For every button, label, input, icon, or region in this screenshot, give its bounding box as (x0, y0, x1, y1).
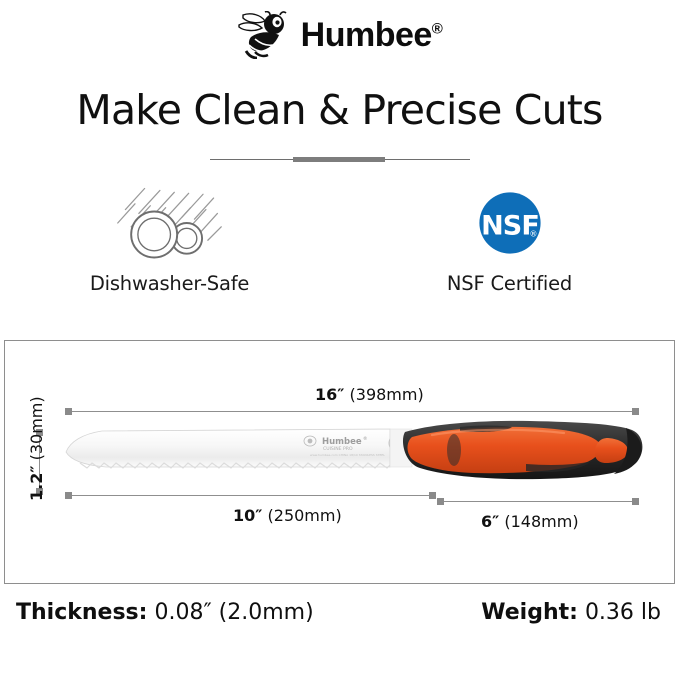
dishwasher-safe-icon-box (112, 182, 227, 268)
dim-label-overall-length: 16″ (398mm) (315, 385, 424, 404)
dim-line-overall (72, 411, 632, 412)
dishwasher-safe-icon (112, 184, 227, 267)
dim-endcap-handle-right (632, 498, 639, 505)
svg-text:®: ® (529, 228, 537, 238)
dim-label-blade-length: 10″ (250mm) (233, 506, 342, 525)
brand-header: Humbee® (0, 6, 679, 64)
bee-icon (237, 10, 295, 60)
dim-line-blade (72, 495, 429, 496)
dim-value-height: 1.2″ (27, 465, 46, 502)
svg-text:Humbee: Humbee (322, 437, 362, 447)
dim-value-handle: 6″ (481, 512, 500, 531)
dim-metric-blade: (250mm) (267, 506, 342, 525)
headline: Make Clean & Precise Cuts (76, 86, 603, 134)
feature-list: Dishwasher-Safe NSF ® NSF Certified (0, 182, 679, 312)
dim-metric-handle: (148mm) (504, 512, 579, 531)
feature-nsf-certified: NSF ® NSF Certified (425, 182, 595, 312)
knife-diagram: Humbee ® CUISINE PRO www.humbee.com CHIN… (5, 341, 674, 583)
dim-endcap-height-bottom (36, 488, 43, 495)
dim-endcap-handle-left (437, 498, 444, 505)
svg-text:CUISINE PRO: CUISINE PRO (323, 446, 353, 452)
spec-thickness: Thickness: 0.08″ (2.0mm) (16, 600, 314, 625)
svg-text:www.humbee.com CHINA 18/10 S: www.humbee.com CHINA 18/10 STAINLESS STE… (310, 453, 385, 457)
dim-endcap-overall-right (632, 408, 639, 415)
spec-weight-label: Weight: (481, 600, 578, 625)
divider-accent-bar (292, 157, 385, 162)
brand-registered-mark: ® (431, 20, 443, 38)
title-divider (209, 156, 470, 163)
spec-thickness-value: 0.08″ (2.0mm) (154, 600, 314, 625)
knife-illustration: Humbee ® CUISINE PRO www.humbee.com CHIN… (65, 420, 643, 480)
dimension-diagram-panel: Humbee ® CUISINE PRO www.humbee.com CHIN… (4, 340, 675, 584)
dim-endcap-height-top (36, 429, 43, 436)
nsf-certified-icon-box: NSF ® (474, 182, 546, 268)
brand-name-text: Humbee (300, 16, 433, 54)
dim-metric-overall: (398mm) (349, 385, 424, 404)
dim-label-handle-length: 6″ (148mm) (481, 512, 579, 531)
dim-line-handle (444, 501, 632, 502)
dim-value-blade: 10″ (233, 506, 263, 525)
spec-row: Thickness: 0.08″ (2.0mm) Weight: 0.36 lb (0, 600, 679, 648)
feature-dishwasher-safe: Dishwasher-Safe (85, 182, 255, 312)
spec-weight-value: 0.36 lb (584, 600, 661, 625)
spec-thickness-label: Thickness: (16, 600, 148, 625)
dim-endcap-blade-right (429, 492, 436, 499)
dim-metric-height: (30mm) (27, 396, 46, 461)
feature-label-nsf-certified: NSF Certified (446, 272, 573, 295)
dim-endcap-overall-left (65, 408, 72, 415)
spec-weight: Weight: 0.36 lb (481, 600, 661, 625)
brand-name: Humbee® (301, 18, 443, 52)
svg-text:NSF: NSF (481, 210, 539, 241)
dim-label-blade-height: 1.2″ (30mm) (27, 396, 46, 501)
dim-value-overall: 16″ (315, 385, 345, 404)
dim-line-height (39, 436, 40, 488)
svg-text:®: ® (363, 435, 368, 442)
nsf-certified-icon: NSF ® (474, 187, 546, 264)
feature-label-dishwasher-safe: Dishwasher-Safe (89, 272, 250, 295)
dim-endcap-blade-left (65, 492, 72, 499)
